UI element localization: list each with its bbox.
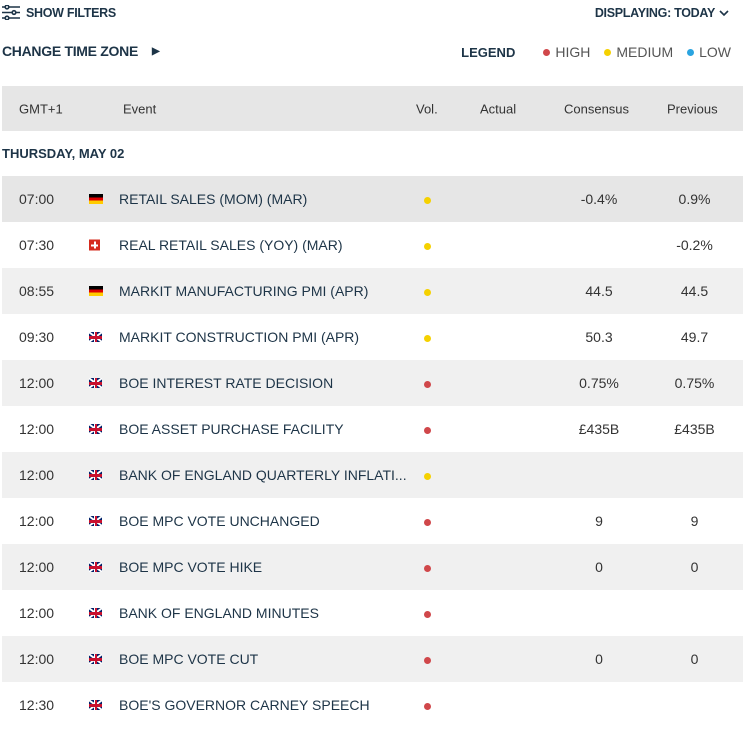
volatility-high-icon <box>424 605 436 621</box>
event-name[interactable]: BANK OF ENGLAND QUARTERLY INFLATI... <box>119 467 407 483</box>
previous-value: 9 <box>690 513 699 529</box>
legend-high: HIGH <box>543 44 590 60</box>
volatility-medium-icon <box>424 237 436 253</box>
consensus-value: 44.5 <box>585 283 613 299</box>
previous-value: 44.5 <box>680 283 709 299</box>
consensus-value: -0.4% <box>580 191 618 207</box>
legend-low: LOW <box>687 44 731 60</box>
col-time: GMT+1 <box>19 101 63 116</box>
legend: LEGEND HIGH MEDIUM LOW <box>461 44 731 60</box>
consensus-value: 0.75% <box>579 375 619 391</box>
medium-dot-icon <box>604 48 612 56</box>
col-event: Event <box>123 101 157 116</box>
low-dot-icon <box>687 48 695 56</box>
event-name[interactable]: BOE MPC VOTE HIKE <box>119 559 263 575</box>
volatility-high-icon <box>424 651 436 667</box>
volatility-high-icon <box>424 375 436 391</box>
consensus-value: 0 <box>595 559 603 575</box>
consensus-value: 9 <box>595 513 603 529</box>
previous-value: -0.2% <box>676 237 713 253</box>
previous-value: 0.75% <box>674 375 715 391</box>
table-row[interactable]: 09:30 MARKIT CONSTRUCTION PMI (APR) 50.3… <box>2 314 743 360</box>
table-row[interactable]: 07:30 REAL RETAIL SALES (YOY) (MAR) -0.2… <box>2 222 743 268</box>
table-row[interactable]: 12:30 BOE'S GOVERNOR CARNEY SPEECH <box>2 682 743 728</box>
event-name[interactable]: BOE MPC VOTE CUT <box>119 651 259 667</box>
event-time: 07:30 <box>19 237 55 253</box>
col-consensus: Consensus <box>564 101 630 116</box>
col-actual: Actual <box>480 101 517 116</box>
day-heading: THURSDAY, MAY 02 <box>2 146 125 161</box>
legend-title: LEGEND <box>461 44 516 60</box>
col-previous: Previous <box>667 101 718 116</box>
change-time-zone-label: CHANGE TIME ZONE <box>2 43 138 59</box>
volatility-high-icon <box>424 421 436 437</box>
consensus-value: £435B <box>578 421 620 437</box>
displaying-label: DISPLAYING: TODAY <box>594 6 715 20</box>
event-time: 12:00 <box>19 605 55 621</box>
volatility-high-icon <box>424 513 436 529</box>
event-time: 12:00 <box>19 559 55 575</box>
event-time: 12:00 <box>19 513 55 529</box>
table-row[interactable]: 12:00 BOE INTEREST RATE DECISION 0.75% 0… <box>2 360 743 406</box>
event-name[interactable]: BOE INTEREST RATE DECISION <box>119 375 334 391</box>
col-vol: Vol. <box>416 101 438 116</box>
previous-value: 49.7 <box>680 329 709 345</box>
previous-value: 0 <box>690 651 699 667</box>
show-filters-button[interactable]: SHOW FILTERS <box>2 5 116 20</box>
play-arrow-icon: ▶ <box>151 45 160 57</box>
event-time: 08:55 <box>19 283 55 299</box>
event-name[interactable]: BOE ASSET PURCHASE FACILITY <box>119 421 344 437</box>
volatility-high-icon <box>424 697 436 713</box>
chevron-down-icon <box>719 10 729 17</box>
displaying-dropdown[interactable]: DISPLAYING: TODAY <box>595 6 729 20</box>
legend-medium: MEDIUM <box>604 44 673 60</box>
volatility-medium-icon <box>424 191 436 207</box>
table-row[interactable]: 12:00 BOE MPC VOTE HIKE 0 0 <box>2 544 743 590</box>
event-time: 12:30 <box>19 697 55 713</box>
event-time: 07:00 <box>19 191 55 207</box>
event-name[interactable]: BOE'S GOVERNOR CARNEY SPEECH <box>119 697 370 713</box>
event-time: 09:30 <box>19 329 55 345</box>
previous-value: 0 <box>690 559 699 575</box>
previous-value: 0.9% <box>678 191 711 207</box>
event-name[interactable]: MARKIT MANUFACTURING PMI (APR) <box>119 283 369 299</box>
event-name[interactable]: BOE MPC VOTE UNCHANGED <box>119 513 320 529</box>
table-row[interactable]: 07:00 RETAIL SALES (MOM) (MAR) -0.4% 0.9… <box>2 176 743 222</box>
high-dot-icon <box>543 48 551 56</box>
volatility-medium-icon <box>424 283 436 299</box>
event-time: 12:00 <box>19 375 55 391</box>
table-row[interactable]: 12:00 BANK OF ENGLAND MINUTES <box>2 590 743 636</box>
event-name[interactable]: REAL RETAIL SALES (YOY) (MAR) <box>119 237 343 253</box>
consensus-value: 0 <box>595 651 603 667</box>
table-row[interactable]: 08:55 MARKIT MANUFACTURING PMI (APR) 44.… <box>2 268 743 314</box>
volatility-medium-icon <box>424 329 436 345</box>
legend-label: MEDIUM <box>616 44 674 60</box>
legend-label: HIGH <box>555 44 591 60</box>
table-row[interactable]: 12:00 BOE MPC VOTE CUT 0 0 <box>2 636 743 682</box>
event-time: 12:00 <box>19 467 55 483</box>
legend-label: LOW <box>699 44 731 60</box>
change-time-zone-button[interactable]: CHANGE TIME ZONE ▶ <box>2 43 160 59</box>
volatility-high-icon <box>424 559 436 575</box>
table-row[interactable]: 12:00 BOE MPC VOTE UNCHANGED 9 9 <box>2 498 743 544</box>
table-header: GMT+1 Event Vol. Actual Consensus Previo… <box>2 86 743 131</box>
consensus-value: 50.3 <box>585 329 613 345</box>
event-time: 12:00 <box>19 651 55 667</box>
table-row[interactable]: 12:00 BANK OF ENGLAND QUARTERLY INFLATI.… <box>2 452 743 498</box>
show-filters-label: SHOW FILTERS <box>26 5 116 20</box>
event-name[interactable]: BANK OF ENGLAND MINUTES <box>119 605 319 621</box>
previous-value: £435B <box>674 421 715 437</box>
table-row[interactable]: 12:00 BOE ASSET PURCHASE FACILITY £435B … <box>2 406 743 452</box>
event-time: 12:00 <box>19 421 55 437</box>
event-name[interactable]: RETAIL SALES (MOM) (MAR) <box>119 191 308 207</box>
volatility-medium-icon <box>424 467 436 483</box>
filter-sliders-icon <box>2 5 20 20</box>
event-name[interactable]: MARKIT CONSTRUCTION PMI (APR) <box>119 329 360 345</box>
events-table: 07:00 RETAIL SALES (MOM) (MAR) -0.4% 0.9… <box>2 176 743 728</box>
